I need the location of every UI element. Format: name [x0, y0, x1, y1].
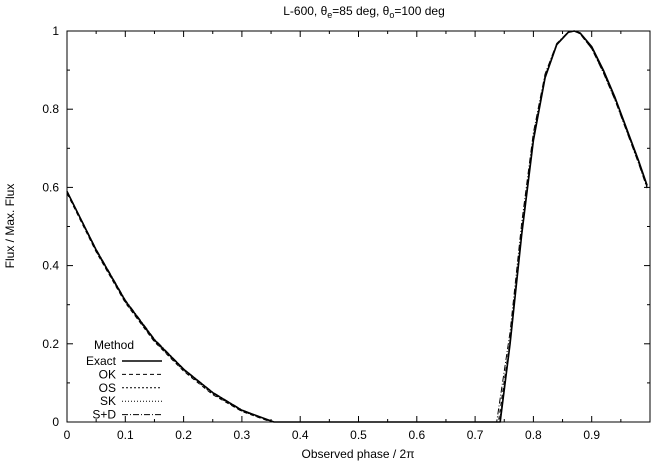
series-line-os	[66, 30, 648, 423]
legend-label-sk: SK	[100, 394, 116, 408]
axis-ticks	[66, 30, 650, 423]
x-tick-label: 0	[64, 428, 71, 442]
x-tick-label: 0.5	[350, 428, 367, 442]
y-tick-label: 0	[52, 415, 59, 429]
y-tick-label: 0.4	[42, 259, 59, 273]
series-line-s-d	[66, 30, 648, 423]
y-tick-label: 0.8	[42, 102, 59, 116]
x-tick-label: 0.7	[467, 428, 484, 442]
axis-tick-labels: 0 0.1 0.2 0.3 0.4 0.5 0.6 0.7 0.8 0.9 0 0.2 0.4 0.6 0.…	[42, 24, 600, 442]
x-tick-label: 0.8	[525, 428, 542, 442]
legend-label-exact: Exact	[86, 354, 117, 368]
plot-frame	[66, 30, 651, 423]
x-axis-label: Observed phase / 2π	[301, 447, 414, 461]
x-tick-label: 0.4	[292, 428, 309, 442]
y-tick-label: 0.2	[42, 337, 59, 351]
x-tick-label: 0.3	[234, 428, 251, 442]
series-line-sk	[66, 30, 648, 423]
series-line-exact	[66, 30, 648, 423]
x-tick-label: 0.9	[583, 428, 600, 442]
y-axis-label: Flux / Max. Flux	[3, 184, 17, 269]
chart-title: L-600, θe=85 deg, θo=100 deg	[283, 4, 445, 20]
y-tick-label: 0.6	[42, 180, 59, 194]
x-tick-label: 0.1	[117, 428, 134, 442]
legend-title: Method	[94, 338, 134, 352]
series-line-ok	[66, 30, 648, 423]
legend-label-os: OS	[99, 381, 116, 395]
y-tick-label: 1	[52, 24, 59, 38]
x-tick-label: 0.6	[408, 428, 425, 442]
x-tick-label: 0.2	[175, 428, 192, 442]
legend-label-ok: OK	[99, 367, 116, 381]
series-lines	[66, 30, 648, 423]
legend-label-s-d: S+D	[92, 408, 116, 422]
